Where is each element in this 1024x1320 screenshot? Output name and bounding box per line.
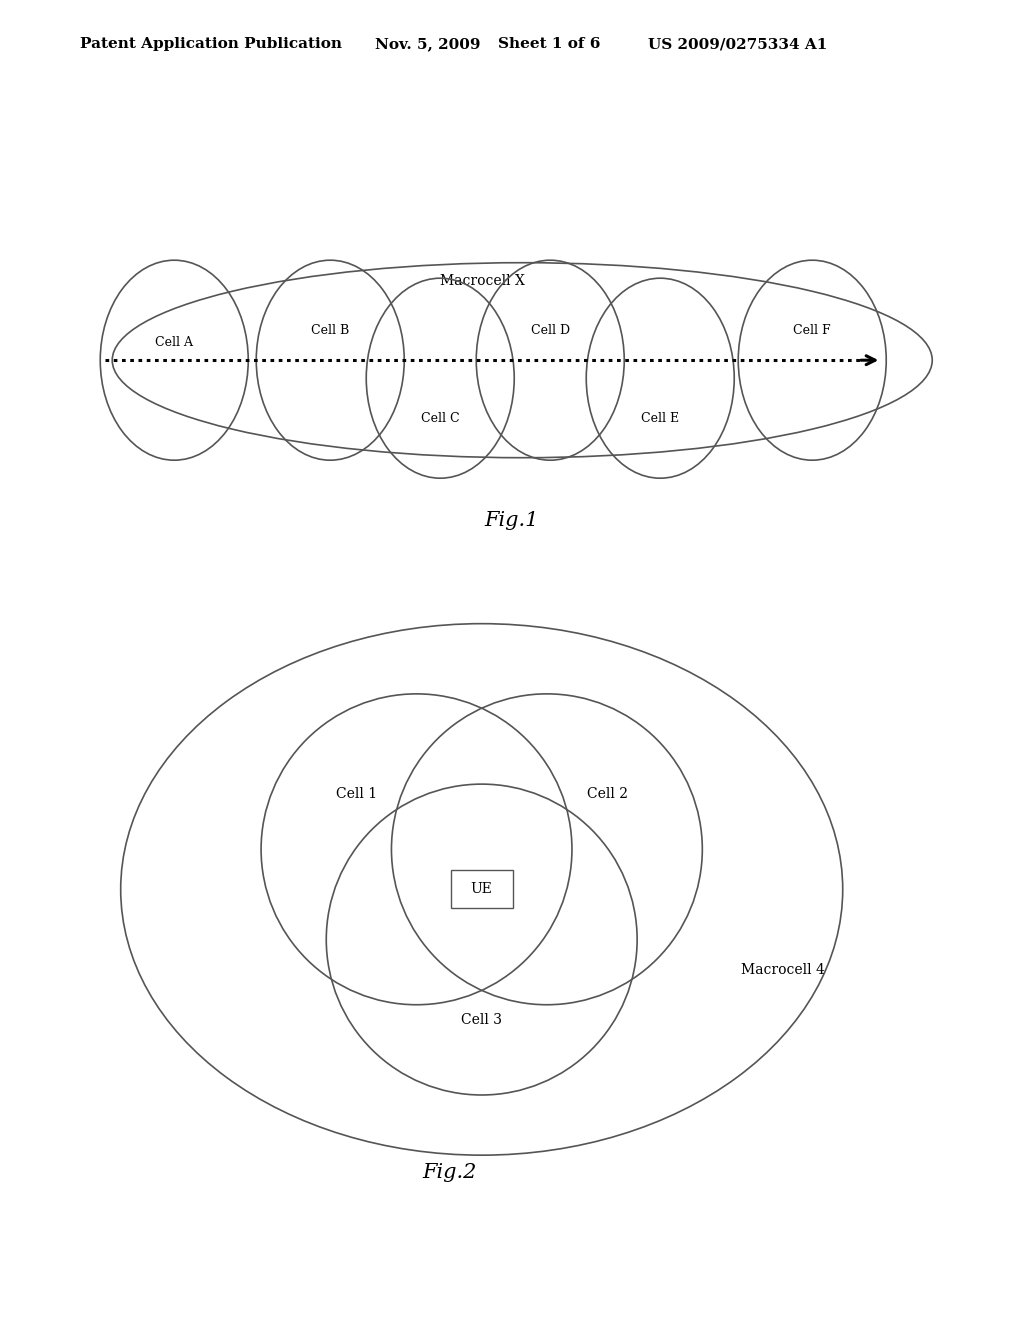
Text: Macrocell 4: Macrocell 4 (740, 962, 824, 977)
Text: Cell 3: Cell 3 (461, 1012, 502, 1027)
Text: Cell 2: Cell 2 (587, 787, 628, 801)
Text: Cell D: Cell D (530, 323, 569, 337)
Text: US 2009/0275334 A1: US 2009/0275334 A1 (648, 37, 827, 51)
Text: Fig.1: Fig.1 (484, 511, 540, 529)
Text: Sheet 1 of 6: Sheet 1 of 6 (498, 37, 600, 51)
Text: Cell B: Cell B (311, 323, 349, 337)
Bar (451, 870, 513, 908)
Text: Cell 1: Cell 1 (336, 787, 377, 801)
Text: Macrocell X: Macrocell X (439, 273, 524, 288)
Text: Cell F: Cell F (794, 323, 831, 337)
Text: Cell C: Cell C (421, 412, 460, 425)
Text: Cell A: Cell A (156, 335, 194, 348)
Text: Cell E: Cell E (641, 412, 679, 425)
Text: Fig.2: Fig.2 (423, 1163, 477, 1181)
Text: Patent Application Publication: Patent Application Publication (80, 37, 342, 51)
Text: Nov. 5, 2009: Nov. 5, 2009 (375, 37, 480, 51)
Text: UE: UE (471, 882, 493, 896)
